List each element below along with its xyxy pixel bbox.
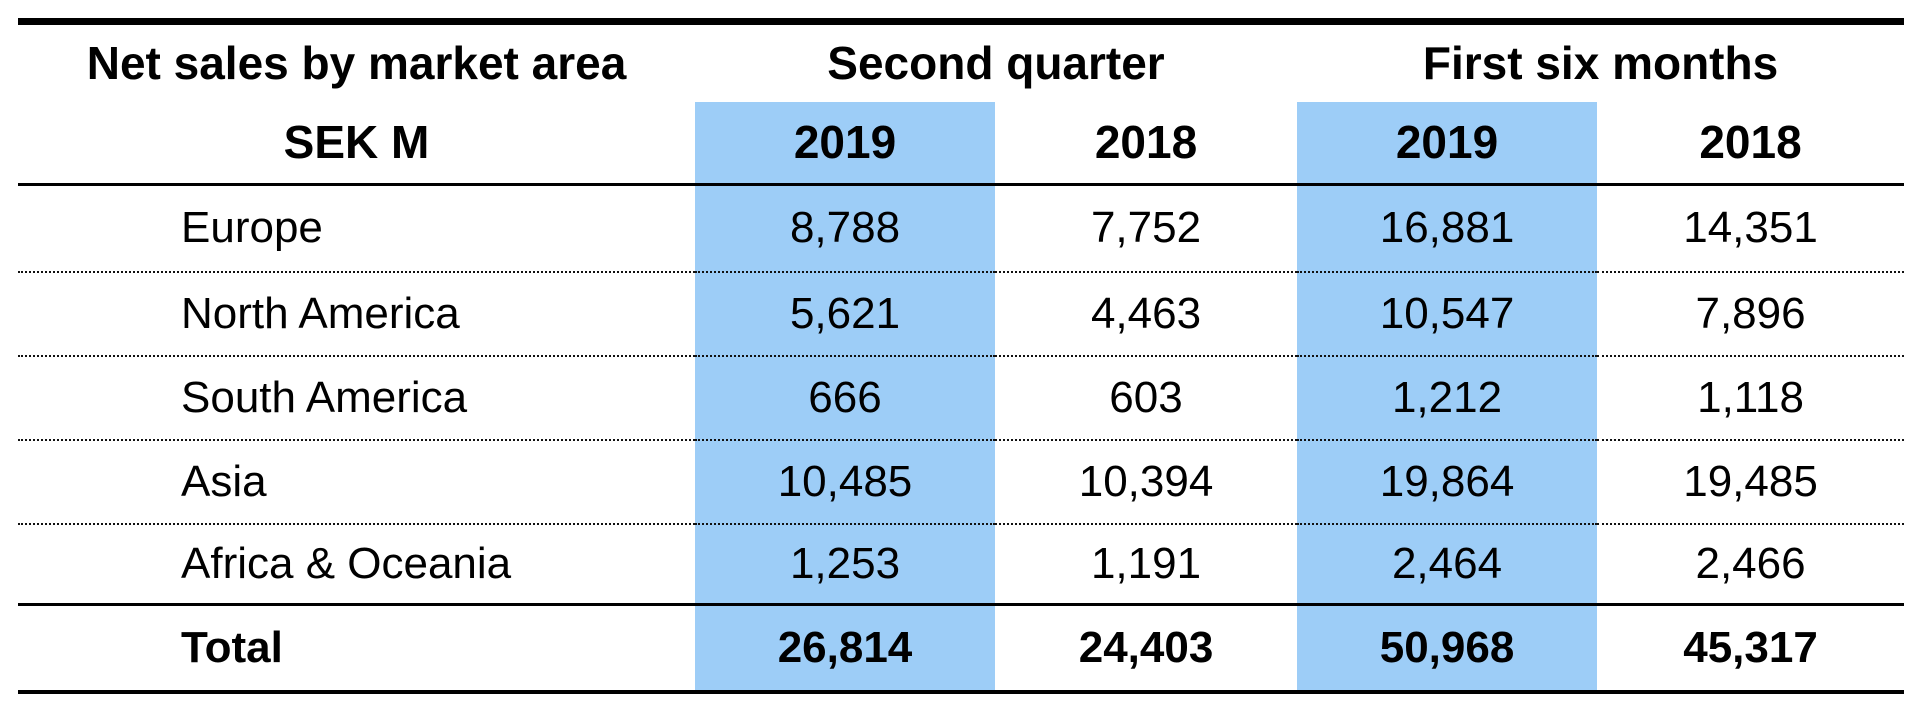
total-value-cell: 45,317 xyxy=(1683,622,1818,672)
value-cell: 16,881 xyxy=(1297,184,1598,273)
value-cell: 19,864 xyxy=(1297,439,1598,525)
total-value-cell: 26,814 xyxy=(695,604,995,692)
column-group-first-six-months: First six months xyxy=(1297,21,1905,102)
year-header-h1-2019: 2019 xyxy=(1297,101,1598,186)
table-row-north-america: North America 5,621 4,463 10,547 7,896 xyxy=(18,271,1905,357)
column-group-second-quarter: Second quarter xyxy=(695,21,1298,102)
value-cell: 2,466 xyxy=(1597,523,1905,606)
value-cell: 1,191 xyxy=(995,523,1298,606)
value-cell: 10,547 xyxy=(1297,271,1598,357)
year-header-q2-2018: 2018 xyxy=(995,101,1298,186)
value-cell: 5,621 xyxy=(695,271,995,357)
value-cell: 2,464 xyxy=(1297,523,1598,606)
total-label: Total xyxy=(181,622,283,672)
value-cell: 666 xyxy=(695,355,995,441)
total-value-cell: 50,968 xyxy=(1297,604,1598,692)
total-value-cell: 24,403 xyxy=(1078,622,1214,672)
value-cell: 1,118 xyxy=(1597,355,1905,441)
table-row-total: Total 26,814 24,403 50,968 45,317 xyxy=(18,604,1904,692)
region-label: North America xyxy=(18,271,695,357)
header-year-row: SEK M 2019 2018 2019 2018 xyxy=(18,101,1905,186)
table-row-south-america: South America 666 603 1,212 1,118 xyxy=(18,355,1905,441)
header-group-row: Net sales by market area Second quarter … xyxy=(18,21,1905,102)
region-label: Asia xyxy=(18,439,695,525)
value-cell: 7,752 xyxy=(995,184,1298,273)
table-title: Net sales by market area xyxy=(18,21,695,102)
table-row-africa-oceania: Africa & Oceania 1,253 1,191 2,464 2,466 xyxy=(18,523,1905,606)
net-sales-by-market-area-table: Net sales by market area Second quarter … xyxy=(18,18,1905,694)
table-row-asia: Asia 10,485 10,394 19,864 19,485 xyxy=(18,439,1905,525)
value-cell: 19,485 xyxy=(1597,439,1905,525)
value-cell: 14,351 xyxy=(1597,184,1905,273)
value-cell: 10,394 xyxy=(995,439,1298,525)
region-label: Africa & Oceania xyxy=(18,523,695,606)
value-cell: 8,788 xyxy=(695,184,995,273)
value-cell: 1,253 xyxy=(695,523,995,606)
value-cell: 603 xyxy=(995,355,1298,441)
table-row-europe: Europe 8,788 7,752 16,881 14,351 xyxy=(18,184,1905,273)
value-cell: 1,212 xyxy=(1297,355,1598,441)
unit-label: SEK M xyxy=(18,101,695,186)
value-cell: 4,463 xyxy=(995,271,1298,357)
year-header-q2-2019: 2019 xyxy=(695,101,995,186)
year-header-h1-2018: 2018 xyxy=(1597,101,1905,186)
value-cell: 7,896 xyxy=(1597,271,1905,357)
region-label: Europe xyxy=(18,184,695,273)
region-label: South America xyxy=(18,355,695,441)
value-cell: 10,485 xyxy=(695,439,995,525)
